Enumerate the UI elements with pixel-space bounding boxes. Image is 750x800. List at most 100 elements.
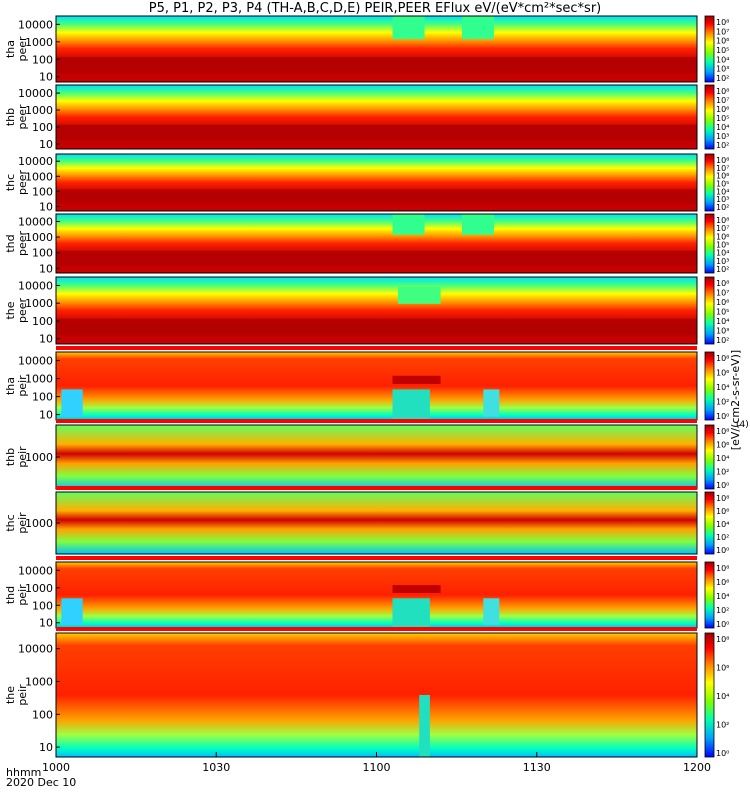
- spectrogram: [56, 352, 697, 420]
- y-tick-label: 100: [32, 391, 53, 404]
- colorbar-tick-label: 10²: [716, 606, 729, 615]
- colorbar-tick-label: 10³: [716, 132, 729, 141]
- y-tick-label: 10: [39, 200, 53, 213]
- colorbar-tick-label: 10⁶: [716, 172, 729, 181]
- panel-the-peer: 10000 1000 100 10 the peer 10⁸10⁷10⁶10⁵10⁴10³1…: [4, 276, 729, 346]
- colorbar-tick-label: 10⁴: [716, 249, 729, 258]
- y-tick-label: 10000: [18, 564, 53, 577]
- colorbar-tick-label: 10⁰: [716, 412, 729, 421]
- flux-feature: [483, 598, 500, 625]
- colorbar-unit: (4): [736, 420, 749, 430]
- colorbar-tick-label: 10⁶: [716, 37, 729, 46]
- colorbar-tick-label: 10²: [716, 336, 729, 345]
- y-tick-label: 10000: [18, 155, 53, 168]
- fill-strip: [56, 346, 697, 350]
- flux-feature: [461, 16, 495, 40]
- colorbar-tick-label: 10⁵: [716, 46, 729, 55]
- flux-feature: [461, 214, 495, 235]
- panel-label: peir: [16, 684, 29, 706]
- colorbar-tick-label: 10⁸: [716, 494, 729, 503]
- flux-feature: [61, 389, 83, 417]
- panel-label: peir: [16, 375, 29, 397]
- colorbar-tick-label: 10⁶: [716, 369, 729, 378]
- fill-strip: [56, 486, 697, 490]
- y-tick-label: 100: [32, 599, 53, 612]
- y-tick-label: 1000: [25, 451, 53, 464]
- fill-strip: [56, 627, 697, 631]
- y-tick-label: 10: [39, 409, 53, 422]
- panel-frame: [55, 276, 698, 345]
- y-tick-label: 1000: [25, 170, 53, 183]
- flux-band: [56, 189, 697, 204]
- colorbar-tick-label: 10⁴: [716, 187, 729, 196]
- panel-label: peer: [16, 231, 29, 257]
- panel-label: thb: [4, 448, 17, 466]
- y-tick-label: 10000: [18, 279, 53, 292]
- colorbar-tick-label: 10⁷: [716, 289, 729, 298]
- panel-thd-peir: 10000 1000 100 10 thd peir 10⁸ 10⁶ 10⁴ 10² 10⁰: [4, 556, 729, 630]
- spectrogram: [56, 425, 697, 489]
- colorbar-tick-label: 10⁴: [716, 592, 729, 601]
- colorbar-tick-label: 10²: [716, 721, 729, 730]
- y-tick-label: 1000: [25, 104, 53, 117]
- y-tick-label: 100: [32, 53, 53, 66]
- panel-label: peer: [16, 298, 29, 324]
- colorbar-tick-label: 10⁴: [716, 123, 729, 132]
- colorbar-tick-label: 10⁷: [716, 96, 729, 105]
- panel-label: thc: [4, 514, 17, 531]
- colorbar-tick-label: 10⁶: [716, 578, 729, 587]
- panel-label: peir: [16, 512, 29, 534]
- panel-thc-peer: 10000 1000 100 10 thc peer 10⁸10⁷10⁶10⁵10⁴10³1…: [4, 153, 729, 213]
- x-tick-label: 1000: [42, 761, 70, 774]
- y-tick-label: 1000: [25, 582, 53, 595]
- colorbar-tick-label: 10⁶: [716, 232, 729, 241]
- y-tick-label: 10: [39, 71, 53, 84]
- panel-thd-peer: 10000 1000 100 10 thd peer 10⁸10⁷10⁶10⁵10⁴10³1…: [4, 213, 729, 275]
- panel-label: thc: [4, 174, 17, 191]
- flux-feature: [392, 389, 430, 420]
- y-tick-label: 100: [32, 708, 53, 721]
- colorbar-tick-label: 10⁶: [716, 507, 729, 516]
- panel-label: peer: [16, 36, 29, 62]
- colorbar: [704, 153, 715, 212]
- colorbar-tick-label: 10⁴: [716, 454, 729, 463]
- colorbar-tick-label: 10²: [716, 468, 729, 477]
- x-tick-label: 1030: [202, 761, 230, 774]
- colorbar: [704, 15, 715, 83]
- colorbar-tick-label: 10⁰: [716, 749, 729, 758]
- panel-label: thd: [4, 234, 17, 252]
- y-tick-label: 10000: [18, 18, 53, 31]
- y-tick-label: 1000: [25, 517, 53, 530]
- colorbar-tick-label: 10²: [716, 398, 729, 407]
- colorbar-tick-label: 10³: [716, 195, 729, 204]
- flux-band: [56, 56, 697, 74]
- colorbar-tick-label: 10⁸: [716, 564, 729, 573]
- colorbar: [704, 351, 715, 421]
- flux-feature: [392, 598, 430, 628]
- colorbar-tick-label: 10³: [716, 65, 729, 74]
- colorbar-tick-label: 10⁰: [716, 546, 729, 555]
- colorbar: [704, 213, 715, 274]
- colorbar-tick-label: 10³: [716, 257, 729, 266]
- colorbar-tick-label: 10⁵: [716, 114, 729, 123]
- colorbar: [704, 632, 715, 758]
- flux-feature: [392, 585, 441, 594]
- colorbar: [704, 424, 715, 490]
- y-tick-label: 1000: [25, 297, 53, 310]
- y-tick-label: 10: [39, 262, 53, 275]
- flux-feature: [397, 287, 441, 304]
- panel-label: the: [4, 301, 17, 319]
- panel-thb-peer: 10000 1000 100 10 thb peer 10⁸10⁷10⁶10⁵10⁴10³1…: [4, 84, 729, 151]
- y-tick-label: 1000: [25, 231, 53, 244]
- panel-label: peer: [16, 170, 29, 196]
- x-tick-label: 1130: [523, 761, 551, 774]
- colorbar-tick-label: 10⁴: [716, 383, 729, 392]
- colorbar-tick-label: 10⁸: [716, 87, 729, 96]
- y-tick-label: 10000: [18, 643, 53, 656]
- panel-tha-peer: 10000 1000 100 10 tha peer 10⁸10⁷10⁶10⁵10⁴10³1…: [4, 15, 729, 84]
- colorbar-tick-label: 10⁶: [716, 105, 729, 114]
- colorbar-tick-label: 10⁰: [716, 481, 729, 490]
- panel-the-peir: 10000 1000 100 10 the peir 10⁸ 10⁶ 10⁴ 10² 10⁰: [4, 627, 729, 758]
- y-tick-label: 10: [39, 741, 53, 754]
- colorbar-tick-label: 10²: [716, 141, 729, 150]
